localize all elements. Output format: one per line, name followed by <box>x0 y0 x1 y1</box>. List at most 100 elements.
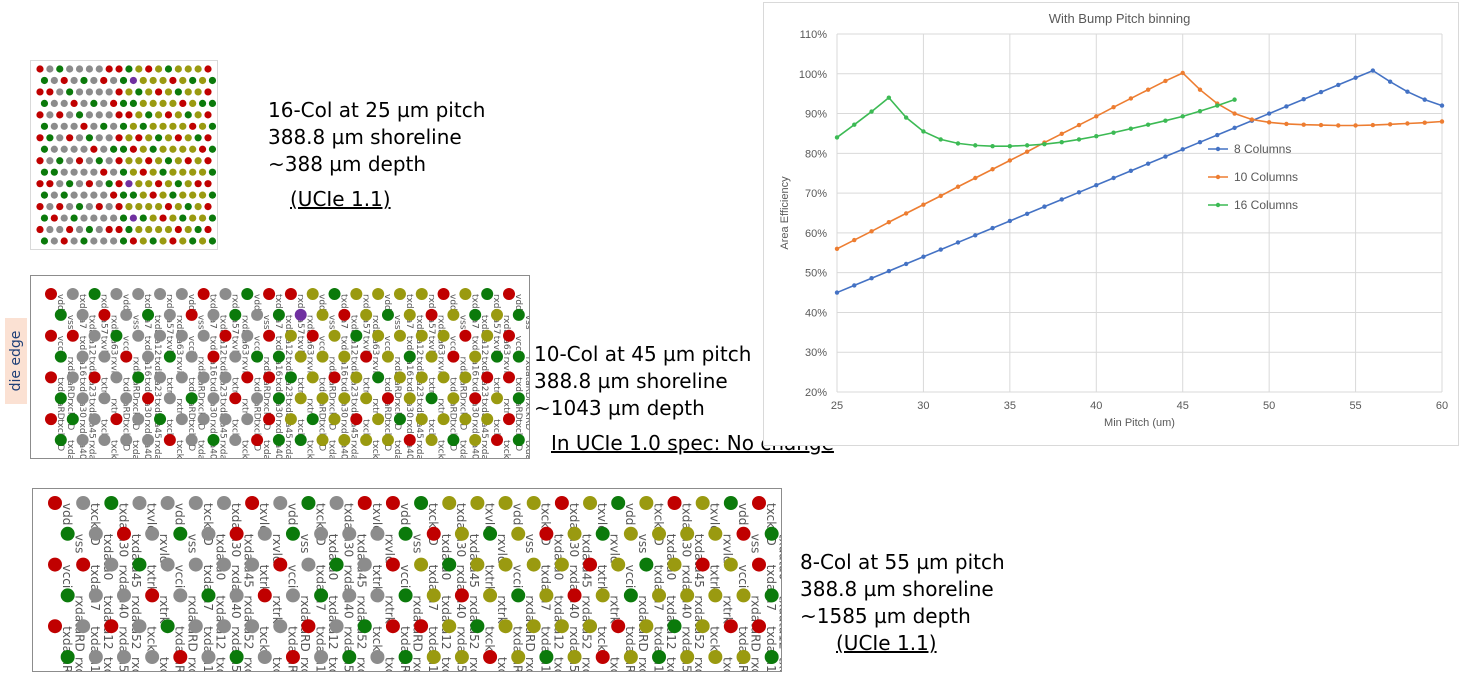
spec-version-link[interactable]: (UCIe 1.1) <box>836 631 937 655</box>
bump <box>98 392 111 405</box>
bump <box>75 65 84 73</box>
bump <box>139 214 147 222</box>
bump <box>173 588 188 603</box>
pin-label: txckp <box>720 657 734 671</box>
bump <box>100 237 108 245</box>
bump <box>652 588 667 603</box>
pin-label: rxtrk <box>495 595 509 623</box>
bump <box>142 434 155 446</box>
data-point <box>1370 122 1376 128</box>
bump <box>88 526 103 541</box>
pin-label: vdd <box>623 503 637 525</box>
bump <box>135 134 143 142</box>
pin-label: txdata7 <box>764 565 778 611</box>
pin-label: rxvld <box>501 357 511 379</box>
bump <box>149 168 157 176</box>
bump <box>470 619 485 634</box>
map10-svg: vddvssvcciorxdataRDtxdataRDrxckRDtxckRDt… <box>45 288 529 458</box>
pin-label: vdd <box>398 503 412 525</box>
bump <box>437 371 450 384</box>
pin-label: vss <box>185 534 199 554</box>
bump <box>80 145 88 153</box>
bump <box>48 496 62 510</box>
bump <box>50 214 58 222</box>
bump <box>179 145 187 153</box>
pin-label: vdd <box>317 294 327 311</box>
bump <box>736 650 751 664</box>
bump <box>66 413 79 426</box>
bump <box>50 145 58 153</box>
pin-label: txtrk <box>595 565 609 593</box>
bump <box>503 371 515 384</box>
bump <box>512 350 525 363</box>
area-efficiency-chart: With Bump Pitch binning 20% 30% 40% 50% 60% 70… <box>763 2 1459 446</box>
bump <box>415 288 428 300</box>
bump <box>328 413 341 426</box>
data-point <box>1353 123 1358 128</box>
bump <box>110 214 118 222</box>
bump <box>164 111 173 119</box>
data-point <box>1128 126 1134 131</box>
pin-label: txtrk <box>295 377 305 399</box>
data-point <box>1094 114 1099 119</box>
bump <box>459 288 472 300</box>
pin-label: txckp <box>174 440 184 458</box>
bump <box>595 588 610 603</box>
caption-line: 388.8 µm shoreline <box>800 577 994 601</box>
data-point <box>1249 117 1255 122</box>
spec-version-link[interactable]: (UCIe 1.1) <box>290 187 391 211</box>
bump <box>125 88 133 96</box>
bump <box>503 413 515 426</box>
bump <box>85 88 94 96</box>
bump <box>554 619 569 634</box>
bump <box>125 180 133 188</box>
pin-label: txckp <box>305 440 315 458</box>
y-axis-label: Area Efficiency <box>779 176 791 250</box>
bump <box>207 308 220 321</box>
bump <box>70 168 78 176</box>
bump <box>216 557 231 572</box>
bump <box>70 145 78 153</box>
caption-line: 8-Col at 55 µm pitch <box>800 550 1005 574</box>
bump <box>54 434 67 446</box>
bump <box>115 65 123 73</box>
bump <box>273 496 288 510</box>
bump <box>469 392 482 405</box>
bump <box>56 157 64 165</box>
data-point <box>938 247 943 252</box>
bump <box>350 329 363 342</box>
pin-label: rxdata63 <box>242 657 256 671</box>
bump <box>119 76 128 85</box>
pin-label: txdata0 <box>196 440 206 458</box>
bump <box>285 650 300 664</box>
bump <box>764 650 779 664</box>
bump <box>179 76 187 85</box>
bump <box>100 145 108 153</box>
bump <box>723 496 738 510</box>
bump <box>120 392 133 405</box>
bump <box>623 650 638 664</box>
pin-label: txtrk <box>426 377 436 399</box>
pin-label: vdd <box>448 294 458 311</box>
bump <box>301 557 316 572</box>
bump <box>70 191 78 199</box>
bump <box>125 65 133 73</box>
bump <box>90 214 98 222</box>
bump <box>194 180 202 188</box>
bump <box>257 588 272 603</box>
bump <box>40 99 49 107</box>
pin-label: txdata0 <box>392 440 402 458</box>
bump <box>245 619 260 634</box>
bump <box>132 288 145 300</box>
bump <box>145 203 153 211</box>
bump <box>174 180 182 188</box>
bump <box>216 496 231 510</box>
bump <box>174 134 182 142</box>
bump <box>36 134 44 142</box>
data-point <box>1284 104 1289 109</box>
bump <box>125 225 133 234</box>
y-tick-label: 90% <box>805 109 827 121</box>
bump <box>142 350 155 363</box>
bump <box>272 434 285 446</box>
pin-label: rxvld <box>157 534 171 564</box>
